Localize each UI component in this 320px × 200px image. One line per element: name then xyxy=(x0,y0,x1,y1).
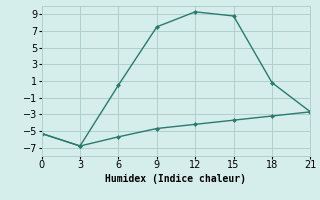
X-axis label: Humidex (Indice chaleur): Humidex (Indice chaleur) xyxy=(106,174,246,184)
